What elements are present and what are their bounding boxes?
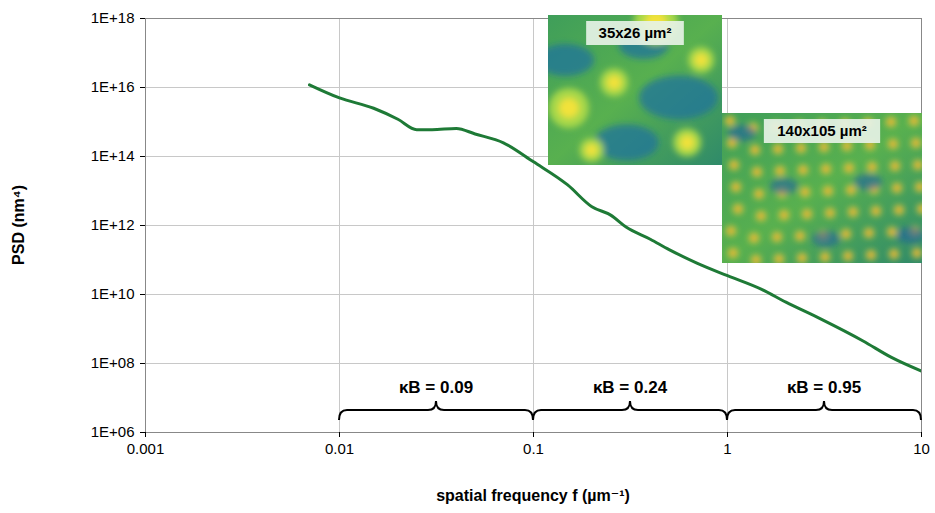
svg-text:spatial frequency f (µm⁻¹): spatial frequency f (µm⁻¹)	[436, 487, 630, 504]
svg-text:1E+16: 1E+16	[91, 78, 135, 95]
svg-text:0.001: 0.001	[127, 440, 165, 457]
svg-text:1E+06: 1E+06	[91, 423, 135, 440]
svg-text:1E+08: 1E+08	[91, 354, 135, 371]
svg-text:1E+10: 1E+10	[91, 285, 135, 302]
svg-text:1E+14: 1E+14	[91, 147, 135, 164]
svg-text:35x26 µm²: 35x26 µm²	[599, 24, 672, 41]
svg-text:1: 1	[723, 440, 731, 457]
svg-text:10: 10	[913, 440, 930, 457]
svg-text:PSD (nm⁴): PSD (nm⁴)	[10, 185, 27, 265]
svg-text:1E+12: 1E+12	[91, 216, 135, 233]
svg-text:0.01: 0.01	[325, 440, 354, 457]
svg-text:κB = 0.24: κB = 0.24	[593, 378, 668, 397]
svg-text:κB = 0.95: κB = 0.95	[787, 378, 861, 397]
svg-text:0.1: 0.1	[523, 440, 544, 457]
svg-text:κB = 0.09: κB = 0.09	[399, 378, 473, 397]
svg-text:1E+18: 1E+18	[91, 9, 135, 26]
svg-text:140x105 µm²: 140x105 µm²	[777, 122, 867, 139]
